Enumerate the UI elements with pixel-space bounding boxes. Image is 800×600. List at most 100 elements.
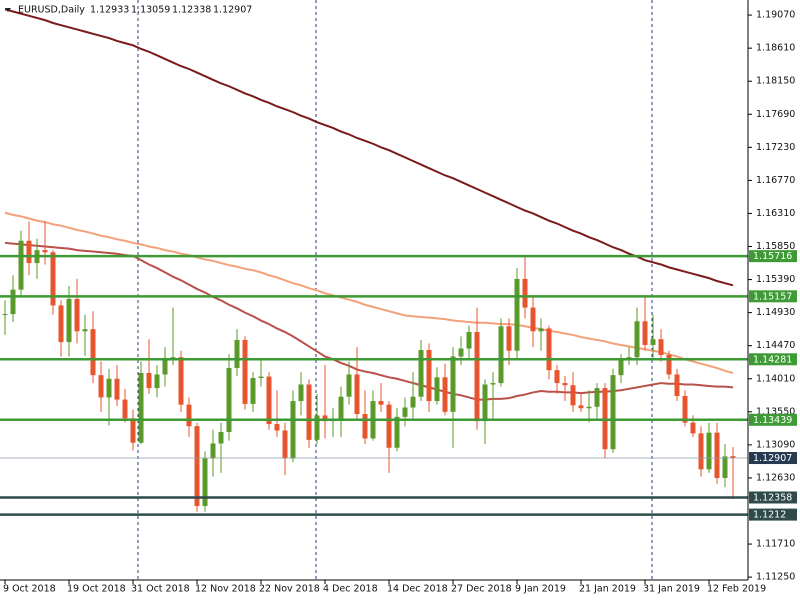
axes: 1.19070 1.18610 1.18150 1.17690 1.17230 1.167…: [3, 10, 797, 595]
menu-triangle[interactable]: [5, 8, 11, 12]
candle-body: [178, 357, 184, 405]
candle-body: [170, 357, 176, 359]
candle-body: [402, 407, 408, 417]
y-tick-label: 1.19070: [756, 10, 795, 21]
candle-body: [650, 339, 656, 345]
candle-body: [610, 375, 616, 450]
candle-body: [434, 377, 440, 402]
candle-body: [490, 383, 496, 385]
candle-body: [226, 367, 232, 432]
candle-body: [642, 321, 648, 345]
candle-body: [282, 430, 288, 459]
candle-body: [442, 377, 448, 412]
candle-body: [394, 416, 400, 448]
candle-body: [50, 252, 56, 306]
candle-body: [450, 356, 456, 412]
level-box: [749, 250, 797, 263]
candle-body: [554, 370, 560, 384]
x-tick-label: 31 Jan 2019: [643, 584, 700, 595]
x-tick-label: 27 Dec 2018: [451, 584, 512, 595]
x-tick-label: 14 Dec 2018: [387, 584, 448, 595]
y-tick-label: 1.11710: [756, 539, 795, 550]
y-tick-label: 1.12630: [756, 472, 795, 483]
candle-body: [154, 374, 160, 389]
level-label: 1.13439: [753, 415, 792, 426]
candle-body: [354, 374, 360, 414]
candle-body: [42, 250, 48, 253]
candle-body: [618, 359, 624, 376]
level-box: [749, 290, 797, 303]
x-tick-label: 4 Dec 2018: [323, 584, 378, 595]
candle-body: [194, 426, 200, 506]
candle-body: [138, 373, 144, 443]
candle-body: [634, 321, 640, 358]
candle-body: [274, 424, 280, 431]
candle-body: [530, 307, 536, 332]
candle-body: [90, 329, 96, 376]
header-close: 1.12907: [213, 5, 252, 16]
candle-body: [122, 399, 128, 419]
level-label: 1.1212: [753, 510, 786, 521]
candle-body: [578, 405, 584, 409]
candle-body: [418, 350, 424, 397]
x-tick-label: 9 Oct 2018: [3, 584, 56, 595]
candle-body: [346, 374, 352, 397]
y-tick-label: 1.18150: [756, 76, 795, 87]
candle-body: [410, 396, 416, 408]
candle-body: [186, 404, 192, 427]
y-tick-label: 1.17230: [756, 142, 795, 153]
y-tick-label: 1.16310: [756, 208, 795, 219]
candle-body: [82, 329, 88, 332]
x-tick-label: 9 Jan 2019: [515, 584, 566, 595]
symbol-title: EURUSD,Daily: [18, 5, 85, 16]
candle-body: [674, 374, 680, 397]
candle-body: [322, 415, 328, 422]
candle-body: [218, 431, 224, 444]
candle-body: [98, 375, 104, 398]
y-tick-label: 1.11250: [756, 572, 795, 583]
candle-body: [362, 413, 368, 439]
candle-body: [482, 384, 488, 422]
level-label: 1.14281: [753, 354, 792, 365]
candle-body: [162, 357, 168, 375]
y-tick-label: 1.15390: [756, 274, 795, 285]
candle-body: [26, 240, 32, 264]
current-price-box: [749, 452, 797, 465]
candle-body: [306, 384, 312, 440]
candle-body: [66, 298, 72, 343]
candle-body: [234, 339, 240, 368]
y-tick-label: 1.14930: [756, 307, 795, 318]
x-tick-label: 12 Feb 2019: [707, 584, 766, 595]
x-tick-label: 22 Nov 2018: [259, 584, 320, 595]
header-open: 1.12933: [90, 5, 129, 16]
candle-body: [506, 326, 512, 351]
candle-body: [338, 396, 344, 420]
moving-average: [4, 211, 734, 374]
x-tick-label: 21 Jan 2019: [579, 584, 636, 595]
header: EURUSD,Daily 1.12933 1.13059 1.12338 1.1…: [18, 5, 252, 16]
candle-body: [74, 298, 80, 332]
candle-body: [562, 383, 568, 386]
candle-body: [706, 432, 712, 470]
candle-body: [210, 443, 216, 459]
level-box: [749, 413, 797, 426]
candle-body: [682, 396, 688, 423]
level-label: 1.15157: [753, 291, 792, 302]
y-tick-label: 1.16770: [756, 175, 795, 186]
plot-area: [0, 8, 748, 516]
candle-body: [546, 328, 552, 371]
y-tick-label: 1.13550: [756, 406, 795, 417]
candle-body: [242, 339, 248, 404]
candle-body: [290, 401, 296, 459]
candle-body: [570, 385, 576, 406]
candle-body: [10, 289, 16, 315]
level-label: 1.15716: [753, 251, 792, 262]
candle-body: [594, 388, 600, 407]
candle-body: [114, 378, 120, 400]
candle-body: [722, 456, 728, 478]
candle-body: [18, 240, 24, 290]
x-tick-label: 19 Oct 2018: [67, 584, 126, 595]
header-high: 1.13059: [131, 5, 170, 16]
x-tick-label: 31 Oct 2018: [131, 584, 190, 595]
